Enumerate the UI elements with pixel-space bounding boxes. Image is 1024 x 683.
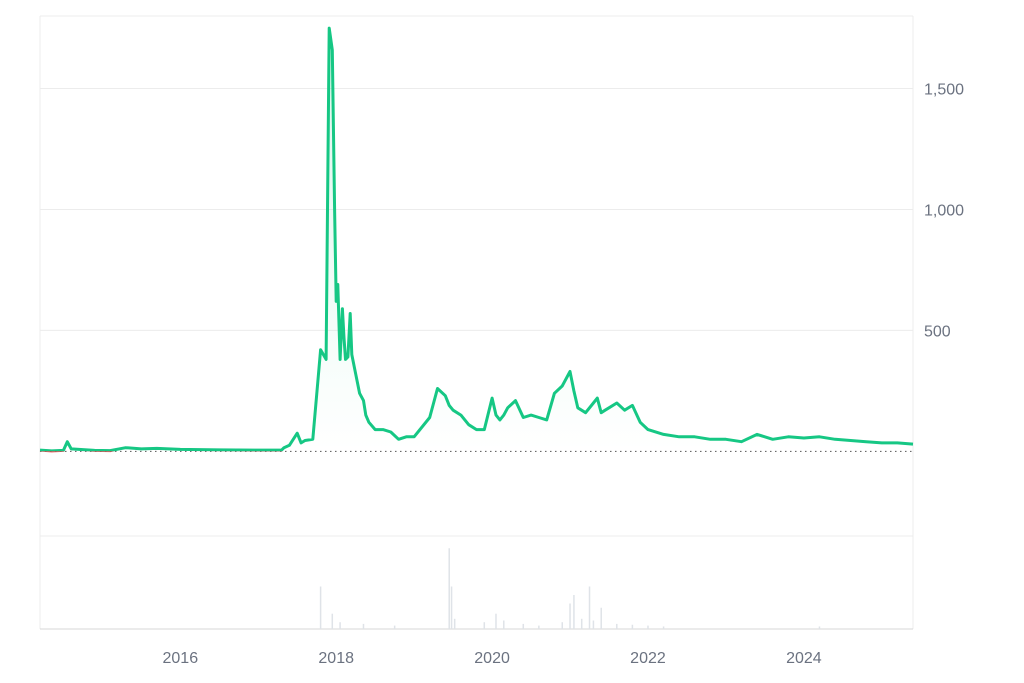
x-tick-label: 2022 [630, 650, 666, 667]
volume-bar [522, 623, 525, 629]
price-line-below-baseline [39, 451, 283, 453]
volume-bar [503, 620, 505, 629]
price-line-above-baseline [39, 26, 914, 452]
volume-bar [448, 548, 450, 629]
volume-bar [647, 625, 649, 629]
y-tick-label: 1,500 [924, 82, 964, 99]
price-area-fill [40, 28, 913, 452]
volume-bar [631, 624, 634, 629]
volume-bar [600, 607, 602, 629]
y-axis: 500 1,000 1,500 [924, 82, 964, 341]
x-tick-label: 2018 [318, 650, 354, 667]
volume-bar [818, 626, 821, 629]
volume-bar [588, 586, 591, 629]
grid-lines [40, 88, 913, 331]
volume-bar [339, 622, 341, 629]
volume-bar [662, 626, 665, 629]
volume-bar [538, 625, 540, 629]
volume-bar [561, 622, 563, 629]
volume-bar [362, 623, 365, 629]
volume-bar [495, 613, 497, 629]
volume-bar [580, 618, 583, 629]
volume-bar [331, 613, 334, 629]
volume-bar [393, 625, 396, 629]
volume-bars [319, 548, 821, 629]
volume-bar [453, 618, 456, 629]
plot-frame [39, 15, 914, 630]
x-tick-label: 2020 [474, 650, 510, 667]
volume-bar [616, 623, 618, 629]
volume-bar [592, 620, 595, 629]
volume-bar [483, 622, 486, 629]
y-tick-label: 1,000 [924, 202, 964, 219]
y-tick-label: 500 [924, 323, 951, 340]
volume-bar [450, 586, 453, 629]
x-axis: 2016 2018 2020 2022 2024 [163, 650, 822, 667]
x-tick-label: 2016 [163, 650, 199, 667]
volume-bar [569, 603, 571, 629]
x-tick-label: 2024 [786, 650, 822, 667]
volume-bar [319, 586, 322, 629]
volume-bar [573, 595, 575, 629]
